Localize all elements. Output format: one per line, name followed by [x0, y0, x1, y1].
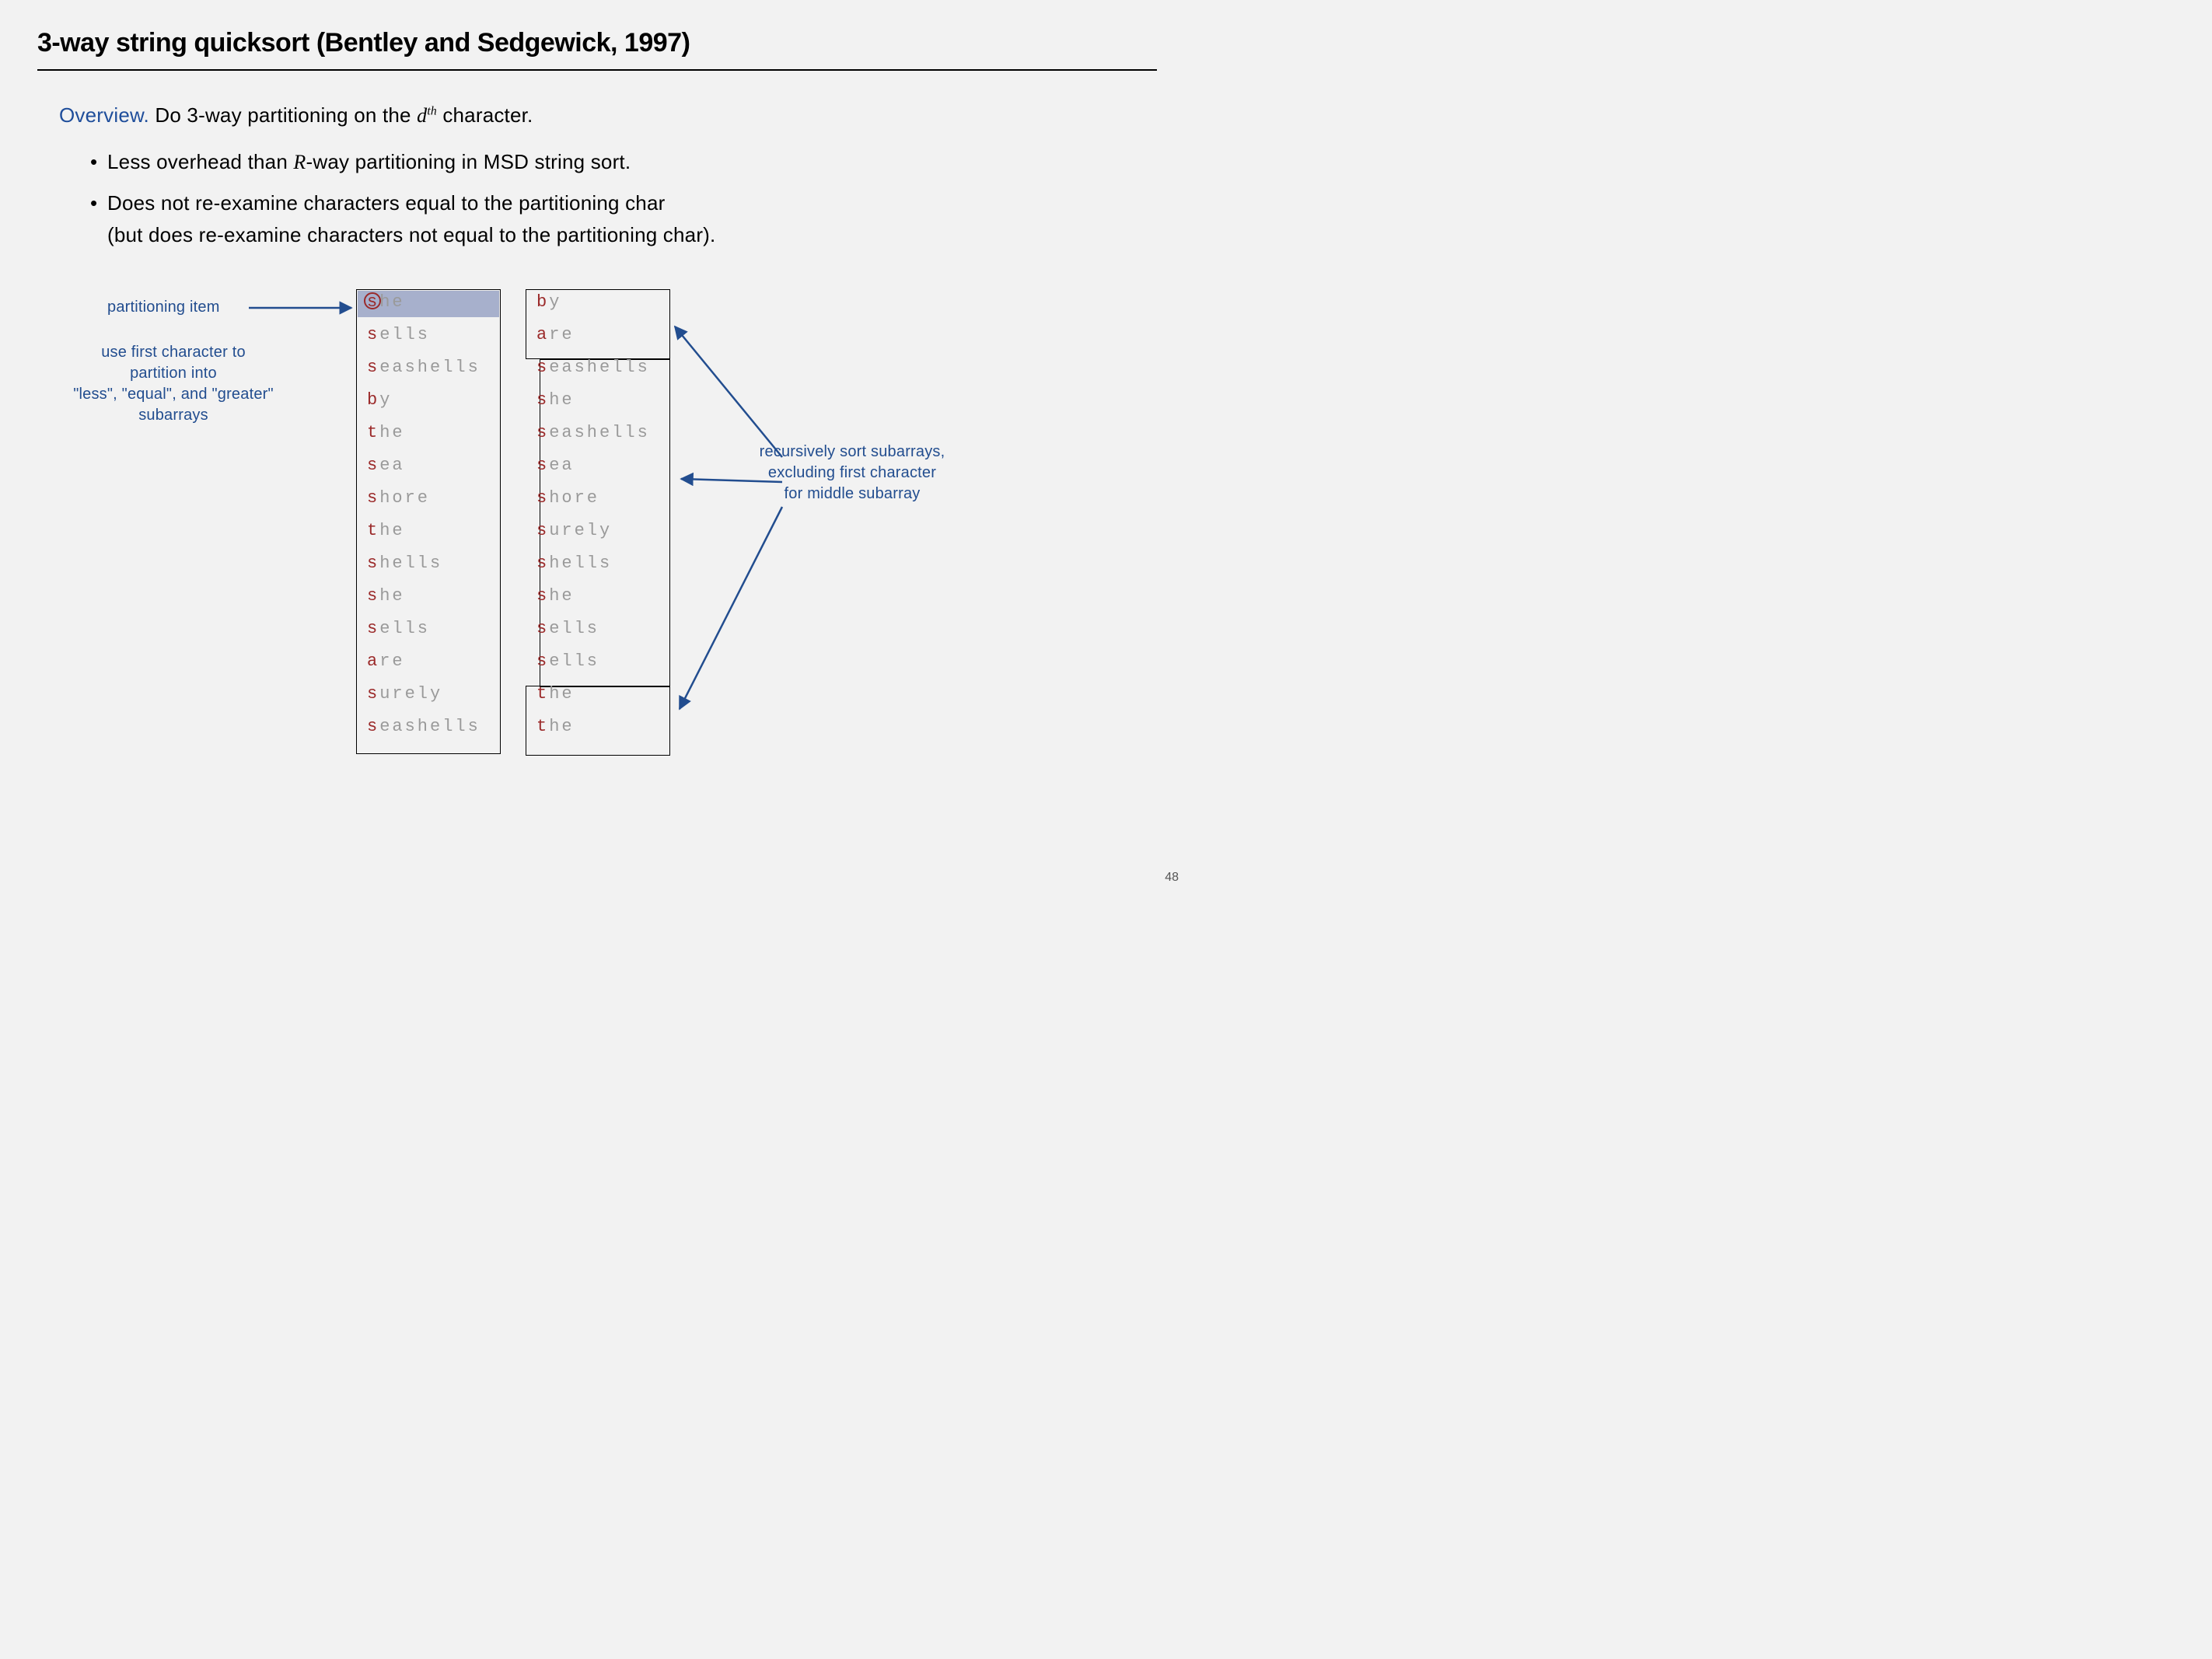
word-row: seashells	[367, 717, 480, 736]
word-row: are	[536, 325, 575, 344]
word-row: the	[536, 717, 575, 736]
word-row: shells	[367, 554, 442, 573]
right-column-bot-box	[526, 686, 670, 756]
word-row: sells	[536, 651, 599, 671]
left-column-box	[356, 289, 501, 754]
bullet1-pre: Less overhead than	[107, 150, 293, 173]
bullet1-var: R	[293, 151, 306, 173]
word-row: seashells	[536, 423, 650, 442]
partition-char-circle-icon	[364, 292, 381, 309]
bullet2-l1: Does not re-examine characters equal to …	[107, 191, 665, 215]
word-row: the	[367, 423, 405, 442]
bullet-list: Less overhead than R-way partitioning in…	[90, 146, 1157, 250]
overview-pre: Do 3-way partitioning on the	[149, 103, 417, 127]
overview-post: character.	[437, 103, 533, 127]
bullet2-l2: (but does re-examine characters not equa…	[107, 223, 715, 246]
word-row: sells	[536, 619, 599, 638]
right-column-mid-box	[540, 359, 670, 687]
overview-sup: th	[427, 104, 437, 117]
word-row: shore	[367, 488, 430, 508]
word-row: sea	[536, 456, 575, 475]
word-row: surely	[536, 521, 612, 540]
word-row: sells	[367, 619, 430, 638]
overview-label: Overview.	[59, 103, 149, 127]
word-row: by	[536, 292, 561, 312]
word-row: sells	[367, 325, 430, 344]
word-row: sea	[367, 456, 405, 475]
overview-line: Overview. Do 3-way partitioning on the d…	[59, 103, 1157, 127]
word-row: shells	[536, 554, 612, 573]
annotation-partitioning-item: partitioning item	[107, 297, 220, 318]
word-row: by	[367, 390, 392, 410]
arrows-svg	[0, 0, 1194, 896]
word-row: the	[536, 684, 575, 704]
annotation-use-first: use first character topartition into"les…	[61, 342, 286, 426]
bullet-2: Does not re-examine characters equal to …	[90, 187, 1157, 250]
right-column-top-box	[526, 289, 670, 359]
overview-var: d	[417, 104, 427, 127]
word-row: are	[367, 651, 405, 671]
word-row: she	[536, 390, 575, 410]
bullet1-post: -way partitioning in MSD string sort.	[306, 150, 631, 173]
word-row: shore	[536, 488, 599, 508]
word-row: seashells	[367, 358, 480, 377]
bullet-1: Less overhead than R-way partitioning in…	[90, 146, 1157, 178]
word-row: seashells	[536, 358, 650, 377]
word-row: she	[536, 586, 575, 606]
word-row: the	[367, 521, 405, 540]
diagram: shesellsseashellsbytheseashoretheshellss…	[0, 0, 1194, 896]
page-number: 48	[1165, 871, 1179, 885]
partition-highlight	[358, 291, 499, 317]
word-row: she	[367, 292, 405, 312]
word-row: she	[367, 586, 405, 606]
slide-title: 3-way string quicksort (Bentley and Sedg…	[37, 28, 1157, 71]
annotation-recurse: recursively sort subarrays,excluding fir…	[736, 442, 969, 505]
word-row: surely	[367, 684, 442, 704]
